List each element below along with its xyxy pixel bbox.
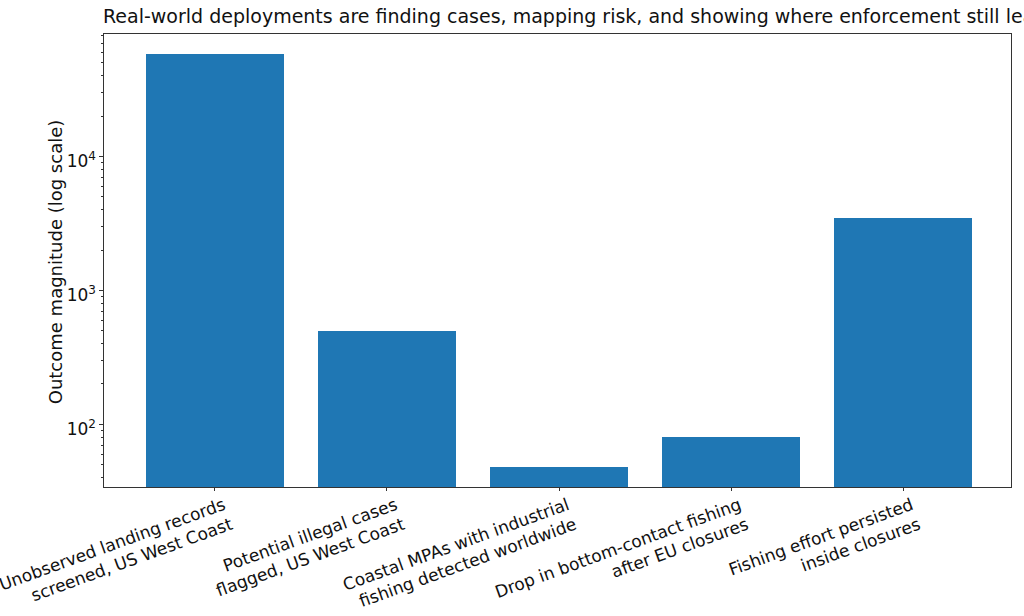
y-minor-tick: [101, 437, 103, 438]
y-minor-tick: [101, 445, 103, 446]
x-tick: [903, 487, 904, 491]
y-minor-tick: [101, 169, 103, 170]
y-minor-tick: [101, 383, 103, 384]
y-major-tick: [99, 156, 103, 157]
y-minor-tick: [101, 303, 103, 304]
y-minor-tick: [101, 116, 103, 117]
y-minor-tick: [101, 360, 103, 361]
y-tick-exponent: 3: [88, 283, 96, 297]
y-minor-tick: [101, 343, 103, 344]
y-minor-tick: [101, 430, 103, 431]
y-minor-tick: [101, 196, 103, 197]
y-minor-tick: [101, 320, 103, 321]
y-minor-tick: [101, 330, 103, 331]
y-minor-tick: [101, 464, 103, 465]
y-tick-exponent: 4: [88, 149, 96, 163]
y-minor-tick: [101, 162, 103, 163]
x-tick: [731, 487, 732, 491]
y-minor-tick: [101, 52, 103, 53]
y-minor-tick: [101, 226, 103, 227]
x-tick: [214, 487, 215, 491]
bar: [146, 54, 284, 487]
y-tick-label: 102: [42, 413, 96, 440]
y-minor-tick: [101, 477, 103, 478]
plot-area: 102103104Unobserved landing recordsscree…: [103, 33, 1012, 488]
y-major-tick: [99, 424, 103, 425]
figure: Real-world deployments are finding cases…: [0, 0, 1024, 616]
bar: [318, 331, 456, 487]
bar: [490, 467, 628, 487]
bar: [834, 218, 972, 488]
y-minor-tick: [101, 92, 103, 93]
y-minor-tick: [101, 35, 103, 36]
chart-title: Real-world deployments are finding cases…: [103, 4, 1012, 28]
bar: [662, 437, 800, 487]
y-tick-label: 103: [42, 279, 96, 306]
y-major-tick: [99, 290, 103, 291]
y-minor-tick: [101, 209, 103, 210]
y-minor-tick: [101, 454, 103, 455]
y-minor-tick: [101, 311, 103, 312]
y-minor-tick: [101, 250, 103, 251]
y-tick-exponent: 2: [88, 417, 96, 431]
y-minor-tick: [101, 62, 103, 63]
y-minor-tick: [101, 186, 103, 187]
x-tick: [559, 487, 560, 491]
y-minor-tick: [101, 177, 103, 178]
y-minor-tick: [101, 75, 103, 76]
y-minor-tick: [101, 296, 103, 297]
y-minor-tick: [101, 43, 103, 44]
x-tick: [386, 487, 387, 491]
y-tick-label: 104: [42, 145, 96, 172]
